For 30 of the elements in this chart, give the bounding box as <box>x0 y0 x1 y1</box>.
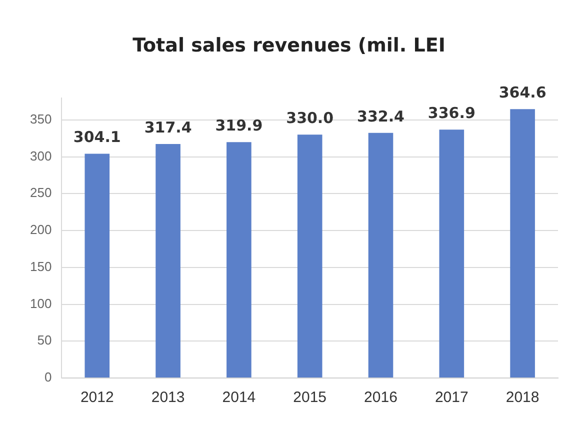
y-tick-label: 250 <box>30 185 52 200</box>
y-tick-label: 50 <box>37 332 52 348</box>
chart-title: Total sales revenues (mil. LEI <box>132 34 446 56</box>
y-tick-label: 150 <box>30 258 52 274</box>
data-label: 317.4 <box>144 118 192 136</box>
data-label: 332.4 <box>357 107 404 126</box>
x-tick-label: 2018 <box>506 389 540 406</box>
bar <box>297 134 322 378</box>
bar <box>156 144 180 378</box>
data-label: 319.9 <box>215 116 263 135</box>
y-tick-label: 300 <box>30 148 52 164</box>
bar <box>439 130 464 378</box>
data-label: 304.1 <box>73 128 121 146</box>
data-label: 336.9 <box>428 104 476 122</box>
bar <box>84 154 110 378</box>
bar <box>510 109 535 378</box>
x-tick-label: 2012 <box>80 389 114 406</box>
x-tick-label: 2016 <box>364 389 398 406</box>
y-tick-label: 350 <box>30 112 52 126</box>
bar <box>368 132 394 378</box>
x-tick-label: 2013 <box>151 389 185 406</box>
x-tick-label: 2015 <box>293 389 327 406</box>
data-label: 330.0 <box>286 109 334 128</box>
x-tick-label: 2014 <box>222 389 256 406</box>
y-tick-label: 100 <box>30 296 52 311</box>
y-tick-label: 0 <box>44 370 52 385</box>
bar <box>226 142 252 378</box>
y-tick-label: 200 <box>30 222 52 238</box>
x-tick-label: 2017 <box>434 389 468 406</box>
data-label: 364.6 <box>498 84 546 102</box>
